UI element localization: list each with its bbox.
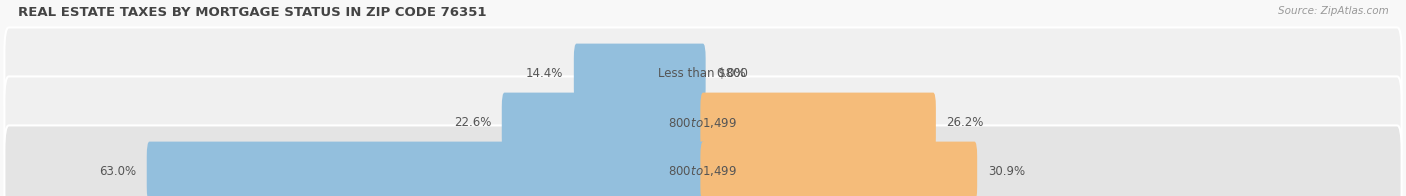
FancyBboxPatch shape (700, 93, 936, 152)
FancyBboxPatch shape (4, 76, 1402, 169)
Text: 14.4%: 14.4% (526, 67, 564, 80)
FancyBboxPatch shape (4, 27, 1402, 120)
Text: Source: ZipAtlas.com: Source: ZipAtlas.com (1278, 6, 1389, 16)
Text: 63.0%: 63.0% (98, 165, 136, 178)
Text: Less than $800: Less than $800 (658, 67, 748, 80)
FancyBboxPatch shape (4, 125, 1402, 196)
Text: 30.9%: 30.9% (987, 165, 1025, 178)
Text: 26.2%: 26.2% (946, 116, 984, 129)
Text: 22.6%: 22.6% (454, 116, 491, 129)
FancyBboxPatch shape (574, 44, 706, 103)
Text: REAL ESTATE TAXES BY MORTGAGE STATUS IN ZIP CODE 76351: REAL ESTATE TAXES BY MORTGAGE STATUS IN … (18, 6, 486, 19)
Text: $800 to $1,499: $800 to $1,499 (668, 115, 738, 130)
Text: $800 to $1,499: $800 to $1,499 (668, 164, 738, 179)
FancyBboxPatch shape (146, 142, 706, 196)
FancyBboxPatch shape (700, 142, 977, 196)
Text: 0.0%: 0.0% (716, 67, 745, 80)
FancyBboxPatch shape (502, 93, 706, 152)
